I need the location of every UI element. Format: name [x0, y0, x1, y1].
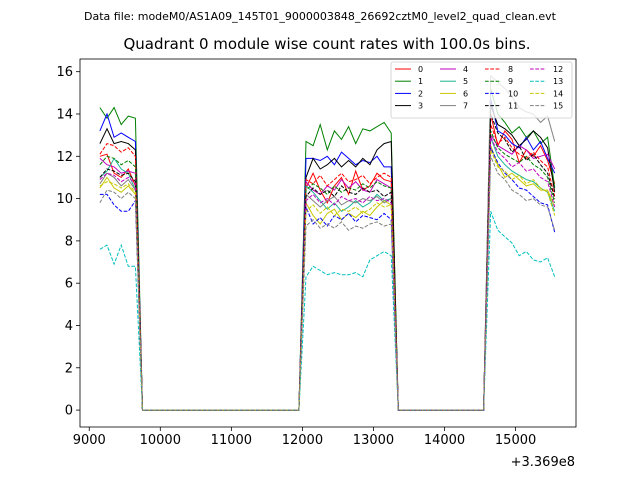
x-tick-label: 10000 — [140, 433, 181, 448]
x-tick-label: 13000 — [353, 433, 394, 448]
axes: 9000 10000 11000 12000 13000 14000 15000 0 2 4 6 8 1… — [56, 58, 577, 448]
legend-label-3: 3 — [418, 102, 423, 111]
y-tick-label: 14 — [56, 107, 73, 122]
y-tick-label: 8 — [65, 234, 73, 249]
y-tick-label: 16 — [56, 65, 73, 80]
x-tick-label: 15000 — [495, 433, 536, 448]
x-tick-label: 12000 — [282, 433, 323, 448]
legend-label-13: 13 — [553, 77, 563, 86]
y-tick-label: 4 — [65, 319, 73, 334]
legend-label-7: 7 — [463, 102, 468, 111]
y-tick-label: 6 — [65, 277, 73, 292]
plot-area — [99, 74, 556, 411]
legend-label-4: 4 — [463, 65, 468, 74]
legend-label-2: 2 — [418, 89, 423, 98]
legend-label-8: 8 — [508, 65, 513, 74]
series-line-14 — [99, 149, 556, 411]
x-tick-label: 14000 — [424, 433, 465, 448]
series-line-15 — [99, 156, 556, 411]
legend-label-11: 11 — [508, 102, 518, 111]
legend-label-10: 10 — [508, 89, 518, 98]
x-tick-label: 9000 — [73, 433, 106, 448]
legend-label-14: 14 — [553, 89, 563, 98]
legend-box — [390, 61, 573, 119]
plot-frame — [79, 58, 577, 428]
legend-label-5: 5 — [463, 77, 468, 86]
x-tick-label: 11000 — [211, 433, 252, 448]
chart-title: Quadrant 0 module wise count rates with … — [123, 35, 530, 53]
x-offset-label: +3.369e8 — [511, 455, 575, 470]
legend-label-9: 9 — [508, 77, 513, 86]
y-tick-label: 0 — [65, 404, 73, 419]
y-tick-label: 2 — [65, 361, 73, 376]
chart-suptitle: Data file: modeM0/AS1A09_145T01_90000038… — [84, 10, 557, 23]
legend-label-12: 12 — [553, 65, 563, 74]
legend-label-6: 6 — [463, 89, 468, 98]
legend-label-1: 1 — [418, 77, 423, 86]
legend-label-0: 0 — [418, 65, 423, 74]
y-tick-label: 12 — [56, 150, 73, 165]
legend-label-15: 15 — [553, 102, 563, 111]
y-tick-label: 10 — [56, 192, 73, 207]
